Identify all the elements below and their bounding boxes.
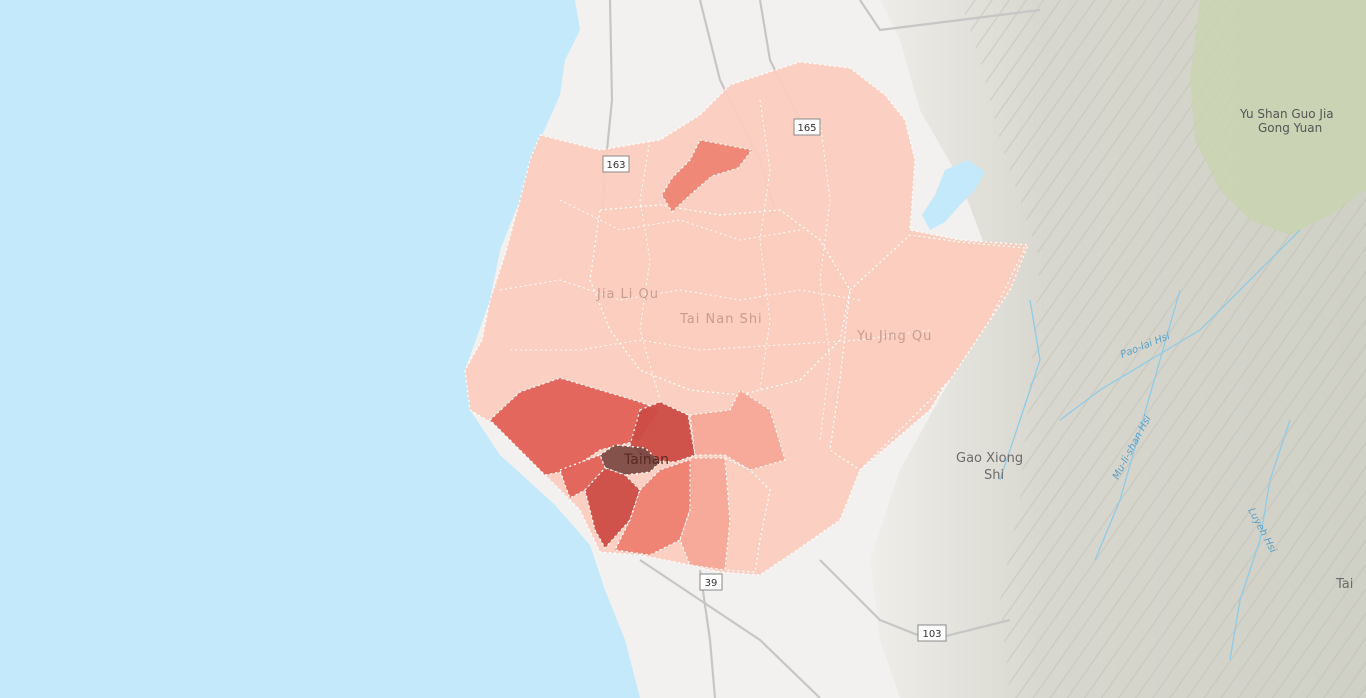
district-far-south[interactable] [724, 456, 771, 573]
road-shield-39: 39 [699, 573, 723, 591]
yushan-national-park [1190, 0, 1366, 235]
district-south-central[interactable] [584, 467, 641, 550]
choropleth-districts[interactable] [464, 61, 1029, 576]
district-boundaries [499, 99, 931, 441]
reservoir [922, 160, 985, 230]
road-shield-103: 103 [917, 624, 947, 642]
road-shield-163: 163 [602, 155, 630, 173]
district-city-core[interactable] [599, 444, 661, 476]
road-shield-165: 165 [793, 118, 821, 136]
label-yushan-1: Yu Shan Guo Jia [1239, 107, 1334, 121]
label-kaohsiung-2: Shi [984, 468, 1004, 483]
label-jiali: Jia Li Qu [596, 287, 659, 302]
svg-text:165: 165 [797, 123, 816, 134]
label-tainan-shi: Tai Nan Shi [679, 312, 763, 327]
label-kaohsiung-1: Gao Xiong [956, 451, 1023, 466]
label-tai-edge: Tai [1335, 577, 1353, 592]
svg-text:163: 163 [606, 160, 625, 171]
district-central[interactable] [589, 204, 851, 396]
label-yujing: Yu Jing Qu [856, 329, 932, 344]
rivers [999, 229, 1301, 661]
svg-text:103: 103 [922, 629, 941, 640]
label-tainan: Tainan [623, 452, 669, 468]
district-east-of-city[interactable] [689, 389, 786, 471]
district-north-mid[interactable] [661, 139, 754, 214]
svg-text:39: 39 [705, 578, 718, 589]
district-east[interactable] [829, 234, 1026, 471]
label-yushan-2: Gong Yuan [1258, 121, 1322, 135]
district-south-east-city[interactable] [614, 457, 696, 556]
